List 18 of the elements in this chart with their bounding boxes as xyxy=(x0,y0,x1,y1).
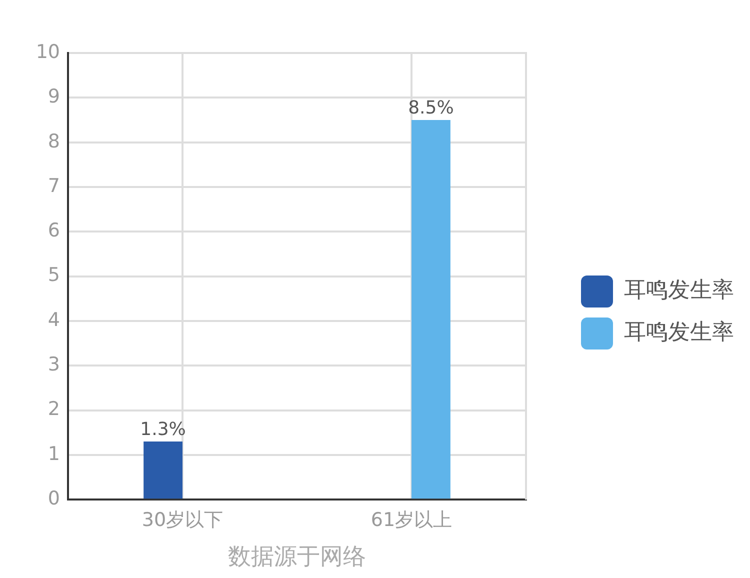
y-tick-label: 7 xyxy=(48,174,60,197)
y-tick-label: 0 xyxy=(48,488,60,510)
y-tick-label: 1 xyxy=(48,442,60,465)
y-tick-label: 5 xyxy=(48,264,60,286)
y-tick-label: 6 xyxy=(48,220,60,242)
y-tick-label: 8 xyxy=(48,130,60,152)
y-tick-label: 3 xyxy=(48,354,60,376)
y-tick-label: 4 xyxy=(48,308,60,331)
y-tick-label: 2 xyxy=(48,398,60,420)
y-tick-label: 9 xyxy=(48,86,60,108)
legend-label: 耳鸣发生率 xyxy=(624,320,734,346)
x-axis-title: 数据源于网络 xyxy=(228,544,366,570)
legend-label: 耳鸣发生率 xyxy=(624,278,734,304)
data-label: 8.5% xyxy=(408,98,454,119)
x-tick-label: 30岁以下 xyxy=(142,508,224,531)
y-tick-label: 10 xyxy=(36,40,60,63)
data-label: 1.3% xyxy=(140,419,186,440)
x-tick-label: 61岁以上 xyxy=(370,508,452,531)
